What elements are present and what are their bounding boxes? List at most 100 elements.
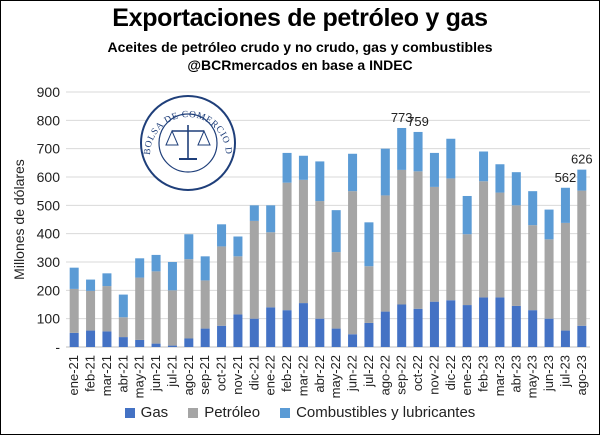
y-tick-label: 300 (37, 254, 61, 270)
legend-item-combustibles: Combustibles y lubricantes (280, 404, 475, 421)
data-label: 626 (571, 152, 593, 167)
chart-legend: Gas Petróleo Combustibles y lubricantes (0, 404, 600, 421)
x-tick-label: feb-21 (83, 355, 98, 392)
bar-segment (544, 209, 554, 240)
bar-segment (528, 191, 538, 226)
bar-segment (135, 258, 145, 278)
bar-segment (184, 259, 194, 339)
x-tick-label: dic-22 (443, 355, 458, 390)
x-tick-label: nov-21 (230, 355, 245, 395)
bar-segment (413, 308, 423, 347)
data-label: 562 (555, 170, 577, 185)
bar-segment (560, 187, 570, 223)
x-tick-label: abr-22 (312, 355, 327, 393)
bar-segment (200, 280, 210, 329)
bar-segment (200, 256, 210, 281)
x-tick-label: nov-22 (426, 355, 441, 395)
x-tick-label: jul-21 (164, 355, 179, 388)
bar-segment (495, 164, 505, 193)
bar-segment (69, 288, 79, 333)
bar-segment (495, 192, 505, 298)
x-tick-label: jul-23 (557, 355, 572, 388)
bar-segment (151, 271, 161, 344)
bar-segment (577, 325, 587, 347)
bar-segment (511, 205, 521, 306)
x-tick-label: mar-23 (492, 355, 507, 396)
bar-segment (282, 310, 292, 347)
seal-inner-ring (158, 113, 218, 173)
bar-segment (315, 161, 325, 202)
y-axis-label: Millones de dólares (11, 159, 27, 280)
bar-segment (462, 195, 472, 235)
chart-source: @BCRmercados en base a INDEC (187, 57, 413, 73)
bar-segment (69, 267, 79, 289)
x-tick-label: sep-22 (394, 355, 409, 395)
y-tick-label: 900 (37, 84, 61, 100)
legend-label-combustibles: Combustibles y lubricantes (296, 404, 476, 421)
bar-segment (135, 277, 145, 340)
bar-segment (217, 224, 227, 247)
bar-segment (560, 330, 570, 347)
bar-segment (511, 172, 521, 206)
x-tick-label: jul-22 (361, 355, 376, 388)
bar-segment (118, 317, 128, 338)
bar-segment (429, 186, 439, 302)
y-tick-label: 400 (37, 226, 61, 242)
bar-segment (577, 169, 587, 191)
x-tick-label: jun-21 (148, 355, 163, 392)
bar-segment (298, 155, 308, 180)
bar-segment (282, 182, 292, 311)
x-tick-label: oct-22 (410, 355, 425, 391)
x-tick-label: ago-21 (181, 355, 196, 395)
bar-segment (86, 279, 96, 291)
x-tick-label: jun-22 (345, 355, 360, 392)
x-tick-label: feb-23 (476, 355, 491, 392)
y-tick-label: 100 (37, 311, 61, 327)
bar-segment (380, 195, 390, 312)
bar-segment (298, 179, 308, 304)
bar-segment (167, 345, 177, 347)
y-tick-label: 700 (37, 141, 61, 157)
bar-segment (200, 328, 210, 347)
x-tick-label: dic-21 (246, 355, 261, 390)
bar-segment (233, 314, 243, 347)
bar-segment (380, 148, 390, 196)
logo-seal: BOLSA DE COMERCIO DE ROSARIO (0, 0, 236, 191)
x-tick-label: may-23 (525, 355, 540, 398)
bar-segment (69, 332, 79, 347)
bar-segment (528, 310, 538, 347)
bar-segment (479, 181, 489, 298)
bar-segment (462, 234, 472, 306)
x-tick-label: may-22 (328, 355, 343, 398)
x-tick-label: sep-21 (197, 355, 212, 395)
x-tick-label: ene-21 (66, 355, 81, 395)
bar-segment (184, 338, 194, 347)
bar-segment (446, 138, 456, 179)
bar-segment (135, 339, 145, 347)
scales-pan-right (197, 129, 211, 146)
bar-segment (167, 290, 177, 346)
bar-segment (266, 205, 276, 233)
bar-segment (544, 239, 554, 319)
bar-segment (217, 246, 227, 326)
bar-segment (86, 290, 96, 331)
bar-segment (233, 256, 243, 315)
bar-segment (282, 152, 292, 183)
bar-segment (577, 190, 587, 326)
x-tick-label: ene-22 (263, 355, 278, 395)
bar-segment (380, 311, 390, 347)
legend-label-gas: Gas (140, 404, 169, 421)
x-tick-label: feb-22 (279, 355, 294, 392)
legend-swatch-gas (124, 407, 135, 418)
legend-swatch-petroleo (188, 407, 199, 418)
y-tick-label: 500 (37, 197, 61, 213)
x-tick-label: mar-21 (99, 355, 114, 396)
bar-segment (429, 301, 439, 347)
legend-item-petroleo: Petróleo (188, 404, 260, 421)
bar-segment (331, 210, 341, 253)
bar-segment (479, 151, 489, 182)
y-tick-label: 800 (37, 112, 61, 128)
bar-segment (413, 171, 423, 309)
scales-pan-left (165, 129, 179, 146)
